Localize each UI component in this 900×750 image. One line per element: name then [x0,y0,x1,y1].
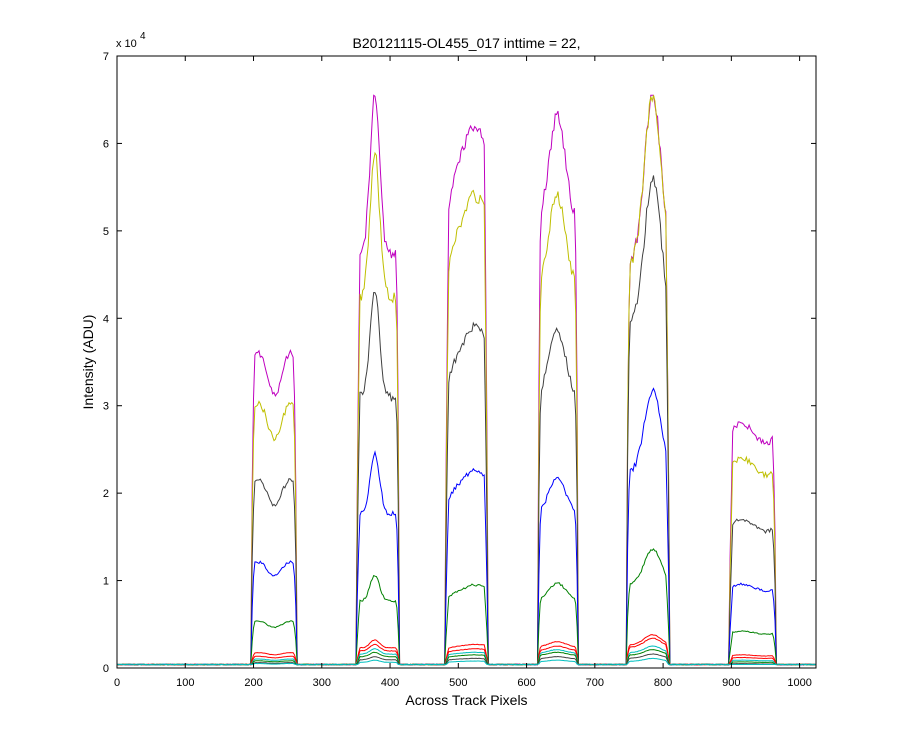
x-tick-label: 900 [722,677,740,689]
plot-frame [116,55,817,669]
series-line [116,657,817,666]
y-tick-label: 4 [103,313,109,325]
series-layer [116,94,817,666]
y-exponent-multiplier: x 10 [116,38,137,50]
y-tick-label: 3 [103,401,109,413]
x-tick-label: 800 [654,677,672,689]
x-axis-label: Across Track Pixels [405,692,527,708]
chart-title: B20121115-OL455_017 inttime = 22, [353,35,581,51]
x-tick-label: 500 [449,677,467,689]
x-tick-label: 200 [244,677,262,689]
y-tick-label: 7 [103,51,109,63]
y-tick-label: 5 [103,226,109,238]
x-tick-label: 700 [586,677,604,689]
tick-layer: 0 100 200 300 400 500 600 700 800 900 1000 0 1 2 3 4 5 6 7 [103,51,816,689]
x-tick-label: 300 [313,677,331,689]
y-exponent-power: 4 [140,31,146,42]
x-tick-label: 0 [114,677,120,689]
x-tick-label: 600 [517,677,535,689]
y-axis-label: Intensity (ADU) [80,315,96,410]
x-tick-label: 100 [176,677,194,689]
y-tick-label: 6 [103,138,109,150]
x-tick-label: 1000 [787,677,811,689]
y-tick-label: 0 [103,663,109,675]
plot-area [117,56,816,668]
y-tick-label: 2 [103,488,109,500]
y-tick-label: 1 [103,576,109,588]
x-tick-label: 400 [381,677,399,689]
